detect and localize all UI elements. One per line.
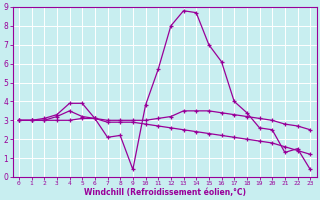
X-axis label: Windchill (Refroidissement éolien,°C): Windchill (Refroidissement éolien,°C) xyxy=(84,188,245,197)
